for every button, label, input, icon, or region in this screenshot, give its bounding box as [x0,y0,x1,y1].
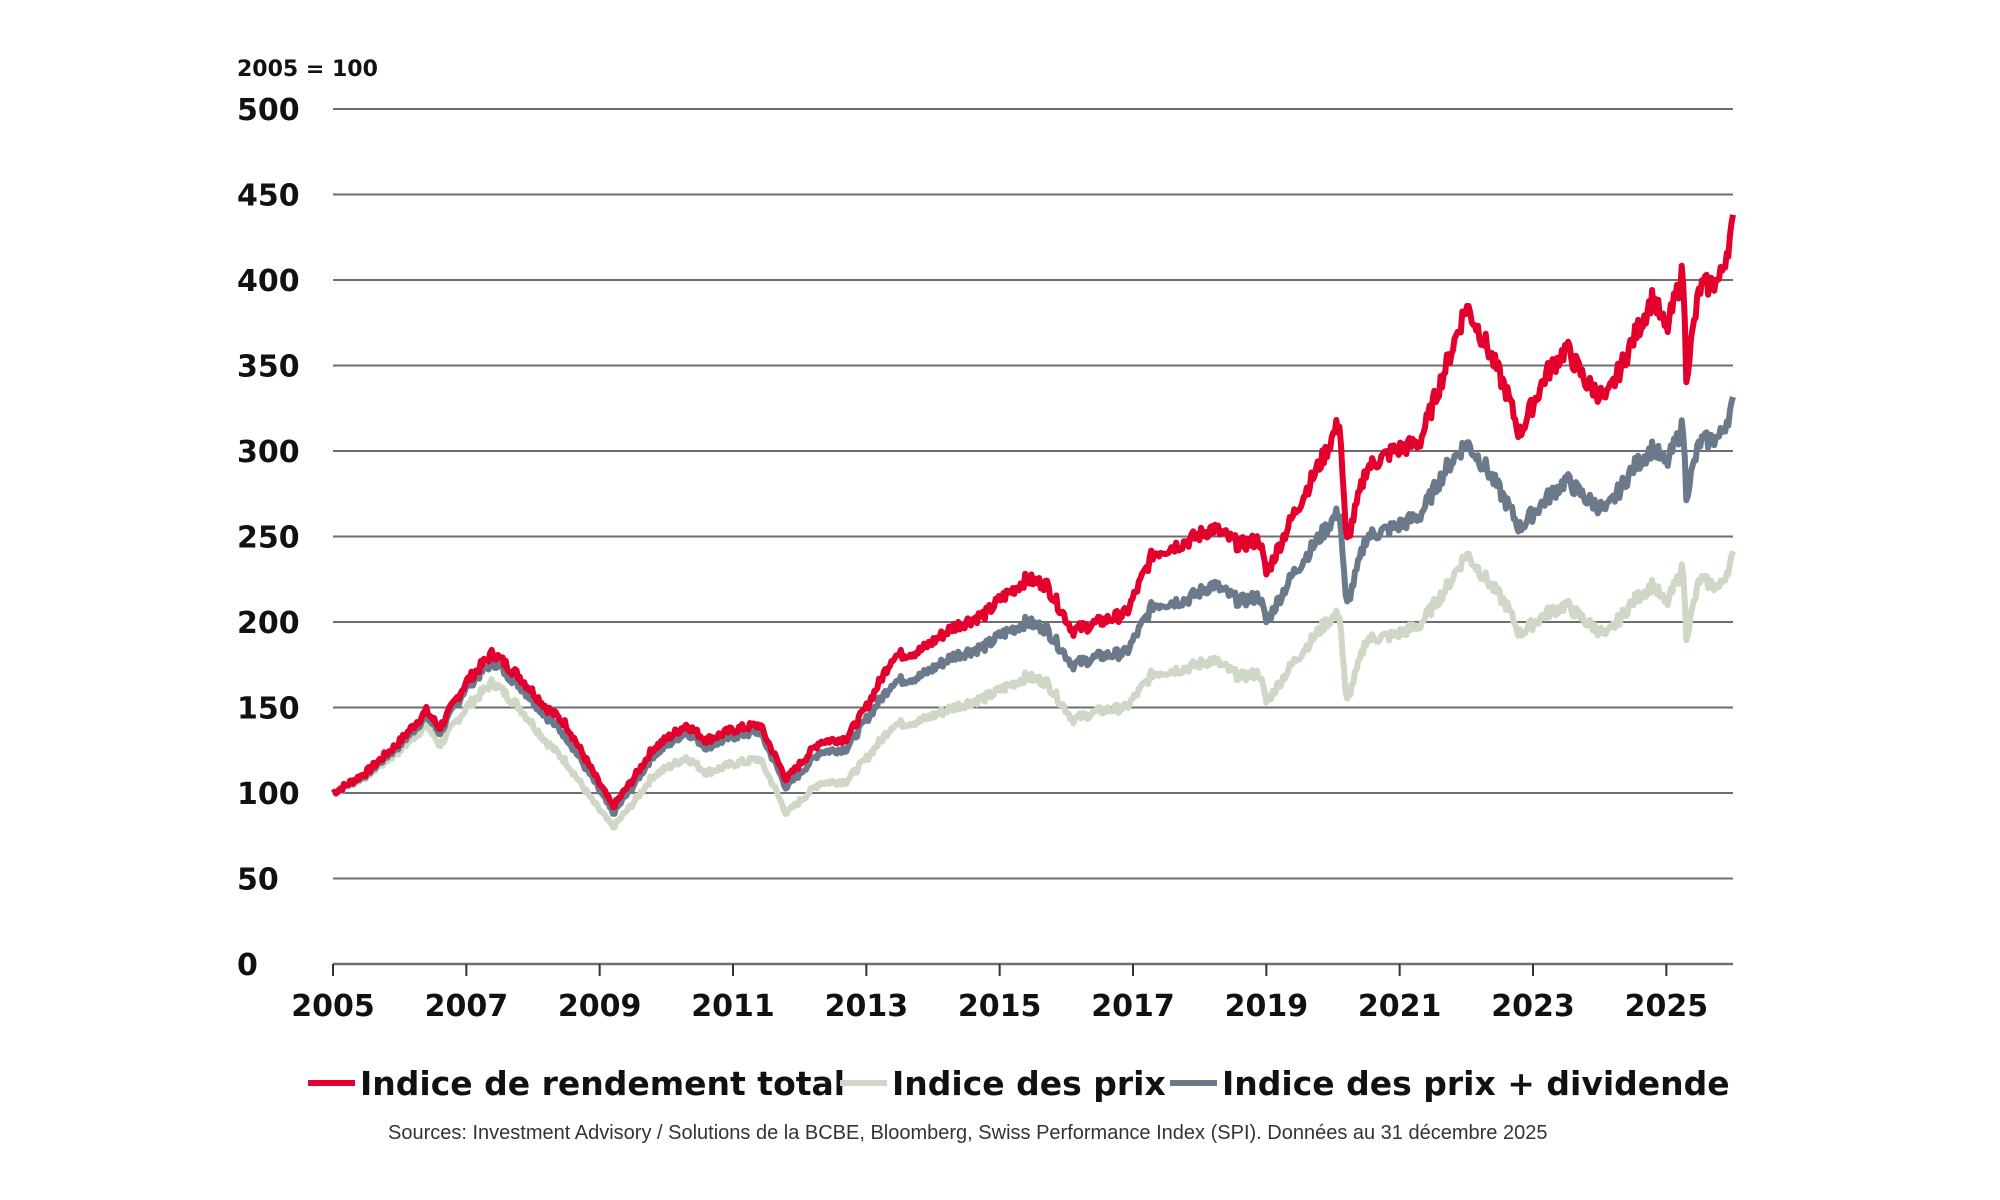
x-tick-label: 2017 [1091,989,1175,1024]
y-tick-label: 450 [237,179,300,214]
x-tick-label: 2009 [558,989,642,1024]
y-tick-label: 0 [237,948,258,983]
series-lines [331,214,1736,831]
legend-label-price-dividend: Indice des prix + dividende [1222,1064,1730,1103]
x-tick-label: 2013 [825,989,909,1024]
base-label: 2005 = 100 [237,57,378,82]
legend: Indice de rendement total Indice des pri… [308,1064,1730,1103]
y-tick-label: 400 [237,264,300,299]
source-note: Sources: Investment Advisory / Solutions… [388,1122,1547,1144]
y-tick-label: 350 [237,350,300,385]
y-tick-label: 500 [237,93,300,128]
y-axis-ticks: 0 50 100 150 200 250 300 350 400 450 500 [237,93,300,983]
series-line-total-return [331,214,1736,810]
series-line-price [331,550,1736,831]
legend-label-price: Indice des prix [892,1064,1166,1103]
y-tick-label: 50 [237,863,279,898]
x-tick-label: 2015 [958,989,1042,1024]
x-tick-label: 2005 [291,989,375,1024]
gridlines [333,108,1733,966]
y-tick-label: 200 [237,606,300,641]
x-tick-label: 2007 [425,989,509,1024]
x-tick-label: 2021 [1358,989,1442,1024]
y-tick-label: 300 [237,435,300,470]
x-tick-label: 2011 [691,989,775,1024]
y-tick-label: 150 [237,692,300,727]
x-axis: 2005 2007 2009 2011 2013 2015 2017 2019 2021 2023… [291,964,1708,1024]
y-tick-label: 100 [237,777,300,812]
series-line-price-dividend [331,396,1736,817]
x-tick-label: 2025 [1625,989,1709,1024]
x-tick-label: 2023 [1491,989,1575,1024]
legend-label-total-return: Indice de rendement total [360,1064,845,1103]
y-tick-label: 250 [237,521,300,556]
x-tick-label: 2019 [1225,989,1309,1024]
